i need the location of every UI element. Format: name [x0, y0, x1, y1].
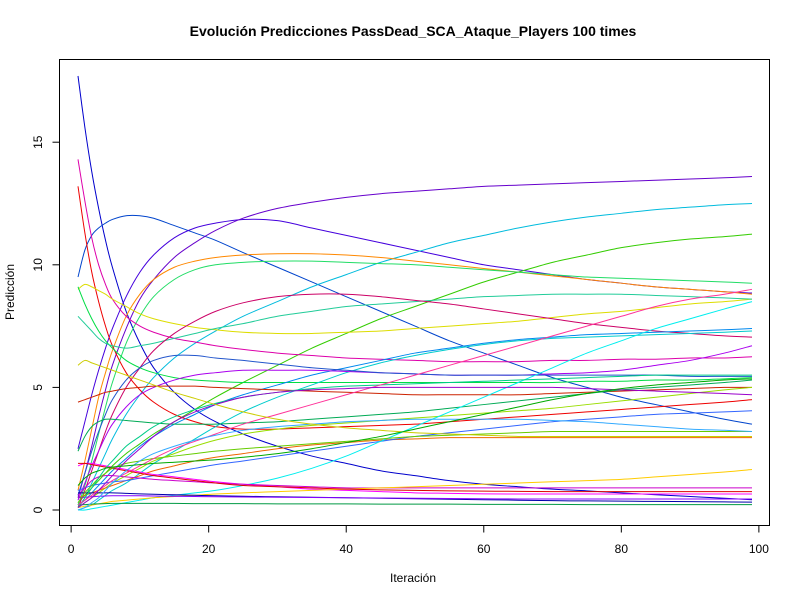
- series-line-38: [77, 378, 753, 486]
- series-line-29: [77, 495, 752, 500]
- series-line-16: [77, 330, 753, 511]
- series-line-18: [77, 354, 752, 496]
- series-line-37: [77, 359, 752, 438]
- series-line-25: [77, 462, 752, 495]
- series-line-34: [77, 288, 753, 506]
- y-tick-label: 15: [31, 135, 45, 149]
- series-line-4: [77, 176, 753, 498]
- series-line-9: [77, 159, 753, 363]
- series-line-30: [77, 502, 752, 506]
- series-line-27: [77, 469, 753, 509]
- series-line-17: [77, 345, 753, 501]
- series-line-14: [77, 293, 753, 508]
- series-line-24: [77, 301, 753, 511]
- series-line-35: [77, 386, 753, 508]
- series-line-8: [77, 260, 753, 506]
- series-line-36: [77, 418, 753, 511]
- x-axis: 0 20 40 60 80 100: [68, 525, 769, 556]
- x-tick-label: 0: [68, 542, 75, 556]
- x-axis-label: Iteración: [390, 571, 436, 585]
- series-line-2: [77, 214, 753, 425]
- y-axis-label: Predicción: [3, 264, 17, 320]
- y-axis: 0 5 10 15: [31, 135, 60, 513]
- x-tick-label: 100: [749, 542, 769, 556]
- series-line-10: [77, 186, 753, 430]
- series-line-6: [77, 233, 753, 503]
- series-line-23: [77, 410, 753, 491]
- series-layer: [77, 75, 753, 511]
- series-line-7: [77, 253, 753, 491]
- x-tick-label: 80: [615, 542, 629, 556]
- x-tick-label: 40: [340, 542, 354, 556]
- series-line-5: [77, 203, 753, 508]
- series-line-33: [77, 374, 752, 508]
- y-tick-label: 0: [31, 506, 45, 513]
- x-tick-label: 60: [477, 542, 491, 556]
- series-line-15: [77, 328, 753, 506]
- x-tick-label: 20: [202, 542, 216, 556]
- series-line-20: [77, 379, 753, 452]
- series-line-11: [77, 283, 753, 335]
- y-tick-label: 5: [31, 384, 45, 391]
- series-line-21: [77, 386, 753, 508]
- chart-title: Evolución Predicciones PassDead_SCA_Ataq…: [190, 23, 637, 39]
- series-line-32: [77, 430, 752, 503]
- y-tick-label: 10: [31, 258, 45, 272]
- series-line-13: [77, 293, 753, 349]
- series-line-26: [77, 475, 752, 496]
